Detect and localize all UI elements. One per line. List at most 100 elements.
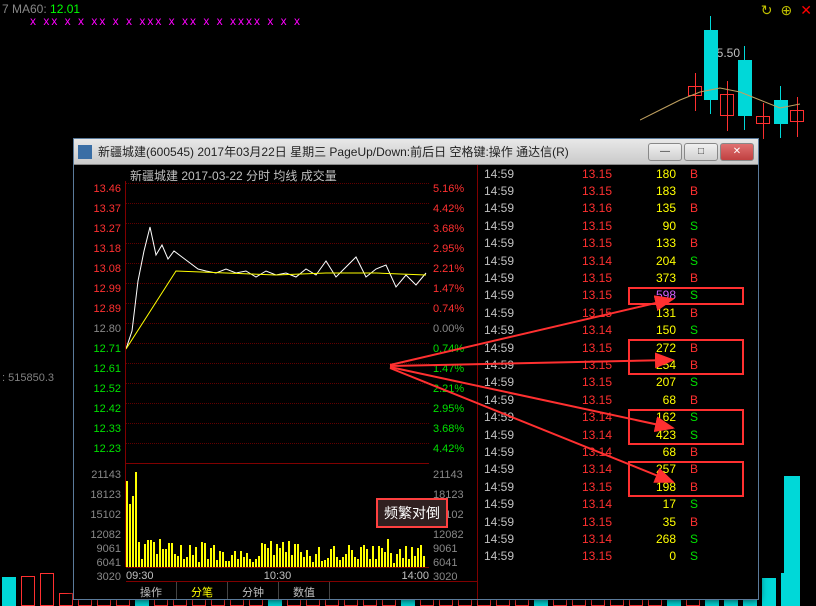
tick-volume: 133: [612, 236, 676, 250]
tick-volume: 272: [612, 341, 676, 355]
close-icon[interactable]: ✕: [800, 2, 812, 19]
tick-time: 14:59: [484, 445, 542, 459]
tick-time: 14:59: [484, 428, 542, 442]
tick-time: 14:59: [484, 184, 542, 198]
tick-bs: B: [676, 271, 698, 285]
annotation-label: 频繁对倒: [376, 498, 448, 528]
tick-time: 14:59: [484, 375, 542, 389]
tick-price: 13.15: [542, 515, 612, 529]
tick-row[interactable]: 14:5913.14150S: [478, 322, 758, 339]
tick-list[interactable]: 14:5913.15180B14:5913.15183B14:5913.1613…: [478, 165, 758, 599]
yaxis-tick: 5.16%: [433, 183, 464, 195]
tick-row[interactable]: 14:5913.15254B: [478, 356, 758, 373]
tick-bs: B: [676, 236, 698, 250]
tick-price: 13.14: [542, 428, 612, 442]
tick-bs: S: [676, 288, 698, 302]
xaxis-tick: 10:30: [264, 570, 292, 579]
tick-price: 13.14: [542, 462, 612, 476]
tick-row[interactable]: 14:5913.15198B: [478, 478, 758, 495]
xaxis-tick: 14:00: [401, 570, 429, 579]
yaxis-tick: 12.42: [93, 403, 121, 415]
tick-time: 14:59: [484, 358, 542, 372]
yaxis-tick: 0.74%: [433, 343, 464, 355]
yaxis-tick: 2.21%: [433, 383, 464, 395]
add-icon[interactable]: ⊕: [781, 2, 793, 19]
tick-row[interactable]: 14:5913.15131B: [478, 304, 758, 321]
tick-volume: 268: [612, 532, 676, 546]
yaxis-tick: 6041: [97, 557, 121, 569]
tick-time: 14:59: [484, 254, 542, 268]
tick-time: 14:59: [484, 341, 542, 355]
tab-分笔[interactable]: 分笔: [177, 582, 228, 599]
yaxis-tick: 1.47%: [433, 283, 464, 295]
tick-row[interactable]: 14:5913.14257B: [478, 461, 758, 478]
tick-row[interactable]: 14:5913.15183B: [478, 182, 758, 199]
tick-row[interactable]: 14:5913.1417S: [478, 495, 758, 512]
tick-bs: B: [676, 445, 698, 459]
tick-volume: 0: [612, 549, 676, 563]
tab-分钟[interactable]: 分钟: [228, 582, 279, 599]
tick-bs: S: [676, 497, 698, 511]
tick-volume: 150: [612, 323, 676, 337]
bg-left-number: : 515850.3: [2, 372, 54, 384]
tick-row[interactable]: 14:5913.1535B: [478, 513, 758, 530]
tick-row[interactable]: 14:5913.14204S: [478, 252, 758, 269]
tick-row[interactable]: 14:5913.14268S: [478, 530, 758, 547]
yaxis-tick: 9061: [433, 543, 457, 555]
tick-volume: 131: [612, 306, 676, 320]
yaxis-tick: 12082: [90, 529, 121, 541]
tick-volume: 35: [612, 515, 676, 529]
tick-row[interactable]: 14:5913.15180B: [478, 165, 758, 182]
tick-volume: 90: [612, 219, 676, 233]
tick-price: 13.15: [542, 271, 612, 285]
tick-price: 13.14: [542, 323, 612, 337]
tick-volume: 204: [612, 254, 676, 268]
tick-row[interactable]: 14:5913.15598S: [478, 287, 758, 304]
tick-row[interactable]: 14:5913.14162S: [478, 408, 758, 425]
tick-row[interactable]: 14:5913.16135B: [478, 200, 758, 217]
tick-row[interactable]: 14:5913.15373B: [478, 269, 758, 286]
tick-volume: 423: [612, 428, 676, 442]
maximize-button[interactable]: □: [684, 143, 718, 161]
yaxis-tick: 1.47%: [433, 363, 464, 375]
yaxis-tick: 12.23: [93, 443, 121, 455]
tab-操作[interactable]: 操作: [126, 582, 177, 599]
intraday-chart[interactable]: 新疆城建 2017-03-22 分时 均线 成交量 13.4613.3713.2…: [74, 165, 478, 599]
tick-bs: S: [676, 219, 698, 233]
tick-bs: S: [676, 549, 698, 563]
tick-volume: 68: [612, 445, 676, 459]
tick-price: 13.15: [542, 358, 612, 372]
yaxis-tick: 12.80: [93, 323, 121, 335]
refresh-icon[interactable]: ↻: [761, 2, 773, 19]
tick-row[interactable]: 14:5913.15272B: [478, 339, 758, 356]
titlebar[interactable]: 新疆城建(600545) 2017年03月22日 星期三 PageUp/Down…: [74, 139, 758, 165]
tick-price: 13.15: [542, 219, 612, 233]
yaxis-tick: 18123: [90, 489, 121, 501]
tick-row[interactable]: 14:5913.15207S: [478, 374, 758, 391]
tick-price: 13.15: [542, 288, 612, 302]
yaxis-tick: 2.95%: [433, 403, 464, 415]
tick-time: 14:59: [484, 497, 542, 511]
yaxis-tick: 9061: [97, 543, 121, 555]
tick-volume: 257: [612, 462, 676, 476]
tick-volume: 198: [612, 480, 676, 494]
tick-row[interactable]: 14:5913.14423S: [478, 426, 758, 443]
tick-row[interactable]: 14:5913.1590S: [478, 217, 758, 234]
window-title: 新疆城建(600545) 2017年03月22日 星期三 PageUp/Down…: [98, 143, 648, 160]
tick-row[interactable]: 14:5913.150S: [478, 548, 758, 565]
tick-bs: B: [676, 480, 698, 494]
tick-row[interactable]: 14:5913.1568B: [478, 391, 758, 408]
tab-数值[interactable]: 数值: [279, 582, 330, 599]
top-right-controls: ↻ ⊕ ✕: [761, 2, 812, 19]
minimize-button[interactable]: —: [648, 143, 682, 161]
yaxis-left: 13.4613.3713.2713.1813.0812.9912.8912.80…: [74, 181, 126, 567]
yaxis-tick: 12.99: [93, 283, 121, 295]
tick-volume: 162: [612, 410, 676, 424]
close-button[interactable]: ✕: [720, 143, 754, 161]
tick-row[interactable]: 14:5913.15133B: [478, 235, 758, 252]
yaxis-tick: 12.52: [93, 383, 121, 395]
yaxis-tick: 13.37: [93, 203, 121, 215]
tick-volume: 135: [612, 201, 676, 215]
tick-price: 13.14: [542, 497, 612, 511]
tick-row[interactable]: 14:5913.1468B: [478, 443, 758, 460]
